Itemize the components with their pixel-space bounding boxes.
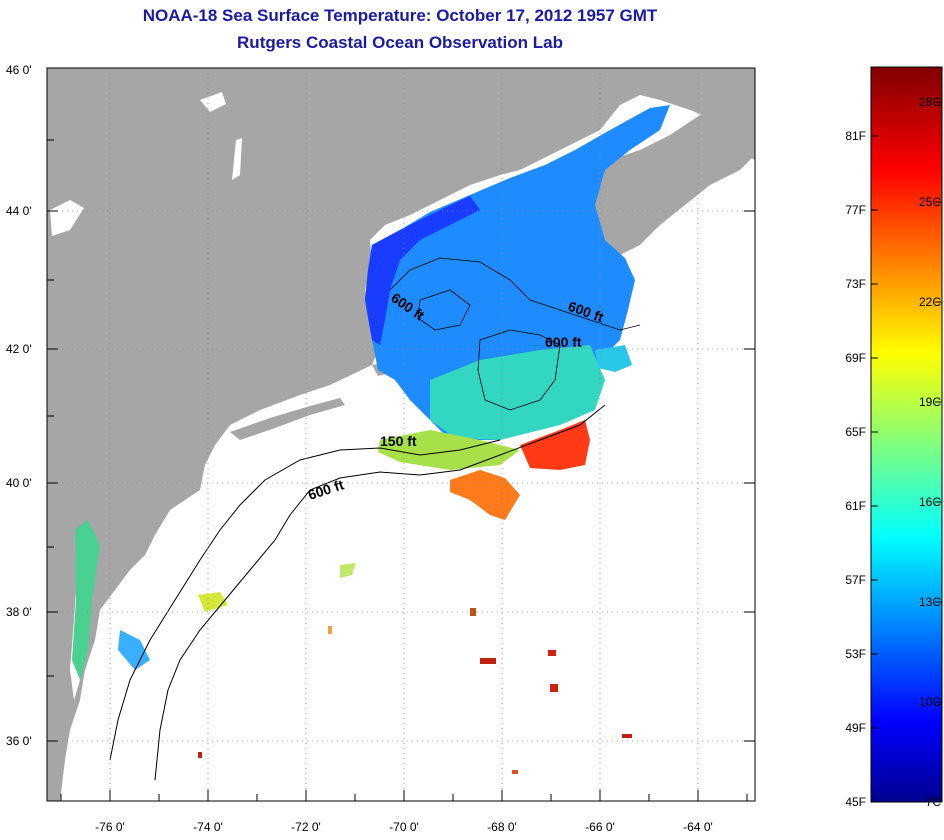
colorbar-f-label: 73F [845,277,866,291]
colorbar-f-label: 49F [845,721,866,735]
colorbar-f-label: 81F [845,129,866,143]
sst-shelf-yellow [378,430,520,470]
colorbar-f-label: 45F [845,795,866,809]
sst-small-yellow [198,592,228,612]
lake-white [200,92,226,112]
sst-pixel [622,734,632,738]
lon-tick-label: -76 0' [95,820,125,834]
lon-tick-label: -66 0' [585,820,615,834]
colorbar-c-label: 13C [919,595,941,609]
land-long-island [230,398,345,440]
lat-tick-label: 44 0' [6,204,32,218]
graticule [47,68,755,801]
colorbar-c-label: 25C [919,195,941,209]
colorbar-ticks [871,101,942,729]
colorbar-c-label: 22C [919,295,941,309]
sst-pixel [512,770,518,774]
lake-white-2 [50,200,84,236]
land-mainland [47,68,755,801]
colorbar-f-label: 65F [845,425,866,439]
colorbar-c-label: 16C [919,495,941,509]
lake-champlain [232,138,242,180]
lat-tick-label: 40 0' [6,476,32,490]
lon-tick-label: -72 0' [291,820,321,834]
sst-pixel [480,658,496,664]
sst-pixel [198,752,202,758]
lat-tick-label: 46 0' [6,63,32,77]
lon-tick-label: -64 0' [683,820,713,834]
colorbar-c-label: 7C [926,795,942,809]
sst-warm-eddy [520,420,590,470]
map-frame [46,67,756,802]
sst-pixel [550,684,558,692]
sst-delaware [118,630,150,670]
lat-tick-label: 38 0' [6,605,32,619]
contour-gulf-maine-1 [389,257,641,331]
sst-small-green [340,563,356,578]
lat-tick-label: 36 0' [6,734,32,748]
lon-tick-label: -68 0' [487,820,517,834]
sst-coastal-dark-blue [365,196,480,345]
contour-gulf-maine-3 [417,289,471,331]
sst-georges-bank [430,345,605,440]
colorbar-f-label: 77F [845,203,866,217]
colorbar-f-label: 57F [845,573,866,587]
colorbar-f-label: 69F [845,351,866,365]
lon-tick-label: -74 0' [193,820,223,834]
lat-tick-label: 42 0' [6,342,32,356]
sst-warm-filament [450,470,520,520]
colorbar-c-label: 19C [919,395,941,409]
axis-ticks [47,139,755,801]
contour-label: 600 ft [545,334,582,350]
colorbar-f-label: 53F [845,647,866,661]
map-subtitle: Rutgers Coastal Ocean Observation Lab [237,33,563,52]
land-nova-scotia [590,110,755,255]
contour-600ft-shelf [154,404,606,781]
colorbar-c-label: 28C [919,95,941,109]
colorbar-f-label: 61F [845,499,866,513]
sst-pixel [548,650,556,656]
contour-150ft [109,439,501,761]
map-title: NOAA-18 Sea Surface Temperature: October… [142,6,658,25]
colorbar-c-label: 10C [919,695,941,709]
sst-chesapeake [72,520,100,680]
contour-gulf-maine-2 [477,329,561,411]
contour-label: 150 ft [380,433,417,449]
sst-cyan-tail [595,345,632,372]
sst-pixel [328,626,332,634]
colorbar [870,66,943,803]
lon-tick-label: -70 0' [389,820,419,834]
